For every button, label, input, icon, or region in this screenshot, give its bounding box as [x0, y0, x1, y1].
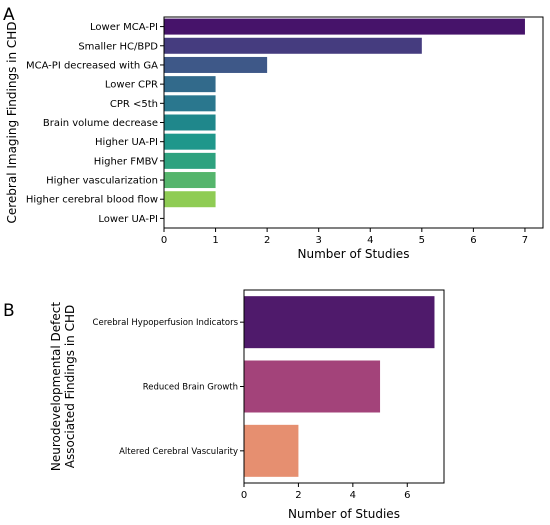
x-tick-label: 3 [316, 235, 322, 246]
x-tick-label: 4 [350, 490, 356, 501]
x-axis-label: Number of Studies [298, 247, 410, 261]
category-label: Reduced Brain Growth [143, 382, 238, 392]
bar [164, 152, 216, 169]
x-tick-label: 4 [367, 235, 373, 246]
y-axis-label: Associated Findings in CHD [63, 305, 77, 468]
plot-frame [243, 289, 445, 484]
category-label: Lower UA-PI [98, 214, 158, 225]
x-tick-label: 7 [522, 235, 528, 246]
x-axis-label: Number of Studies [288, 507, 400, 521]
bar [164, 37, 422, 54]
plot-frame [163, 16, 544, 229]
x-tick-label: 1 [212, 235, 218, 246]
category-label: Cerebral Hypoperfusion Indicators [93, 318, 239, 328]
y-axis-label: Neurodevelopmental Defect [49, 302, 63, 471]
bar [244, 360, 381, 413]
bar [164, 18, 525, 35]
x-tick-label: 2 [264, 235, 270, 246]
x-tick-label: 2 [295, 490, 301, 501]
category-label: Smaller HC/BPD [78, 41, 158, 52]
bar [244, 424, 299, 477]
x-tick-label: 0 [161, 235, 167, 246]
x-tick-label: 0 [241, 490, 247, 501]
category-label: Higher FMBV [94, 156, 158, 167]
x-tick-label: 6 [470, 235, 476, 246]
bar [244, 296, 435, 349]
category-label: Lower MCA-PI [90, 22, 158, 33]
bar [164, 76, 216, 93]
bar [164, 191, 216, 208]
category-label: Higher cerebral blood flow [26, 195, 158, 206]
x-tick-label: 5 [419, 235, 425, 246]
bar [164, 133, 216, 150]
panel-label-a: A [3, 5, 15, 25]
y-axis-label: Cerebral Imaging Findings in CHD [5, 21, 19, 223]
category-label: MCA-PI decreased with GA [26, 60, 158, 71]
bar [164, 172, 216, 189]
category-label: Higher vascularization [46, 176, 158, 187]
category-label: Altered Cerebral Vascularity [119, 447, 238, 457]
bar [164, 95, 216, 112]
category-label: CPR <5th [110, 99, 158, 110]
category-label: Lower CPR [105, 80, 158, 91]
category-label: Higher UA-PI [95, 137, 158, 148]
panel-label-b: B [3, 301, 15, 321]
bar [164, 114, 216, 131]
category-label: Brain volume decrease [43, 118, 158, 129]
bar [164, 56, 268, 73]
chart-a: Lower MCA-PI Smaller HC/BPD MCA-PI decreas… [5, 16, 544, 261]
chart-b: Cerebral Hypoperfusion Indicators Reduced… [49, 289, 445, 521]
x-tick-label: 6 [404, 490, 410, 501]
